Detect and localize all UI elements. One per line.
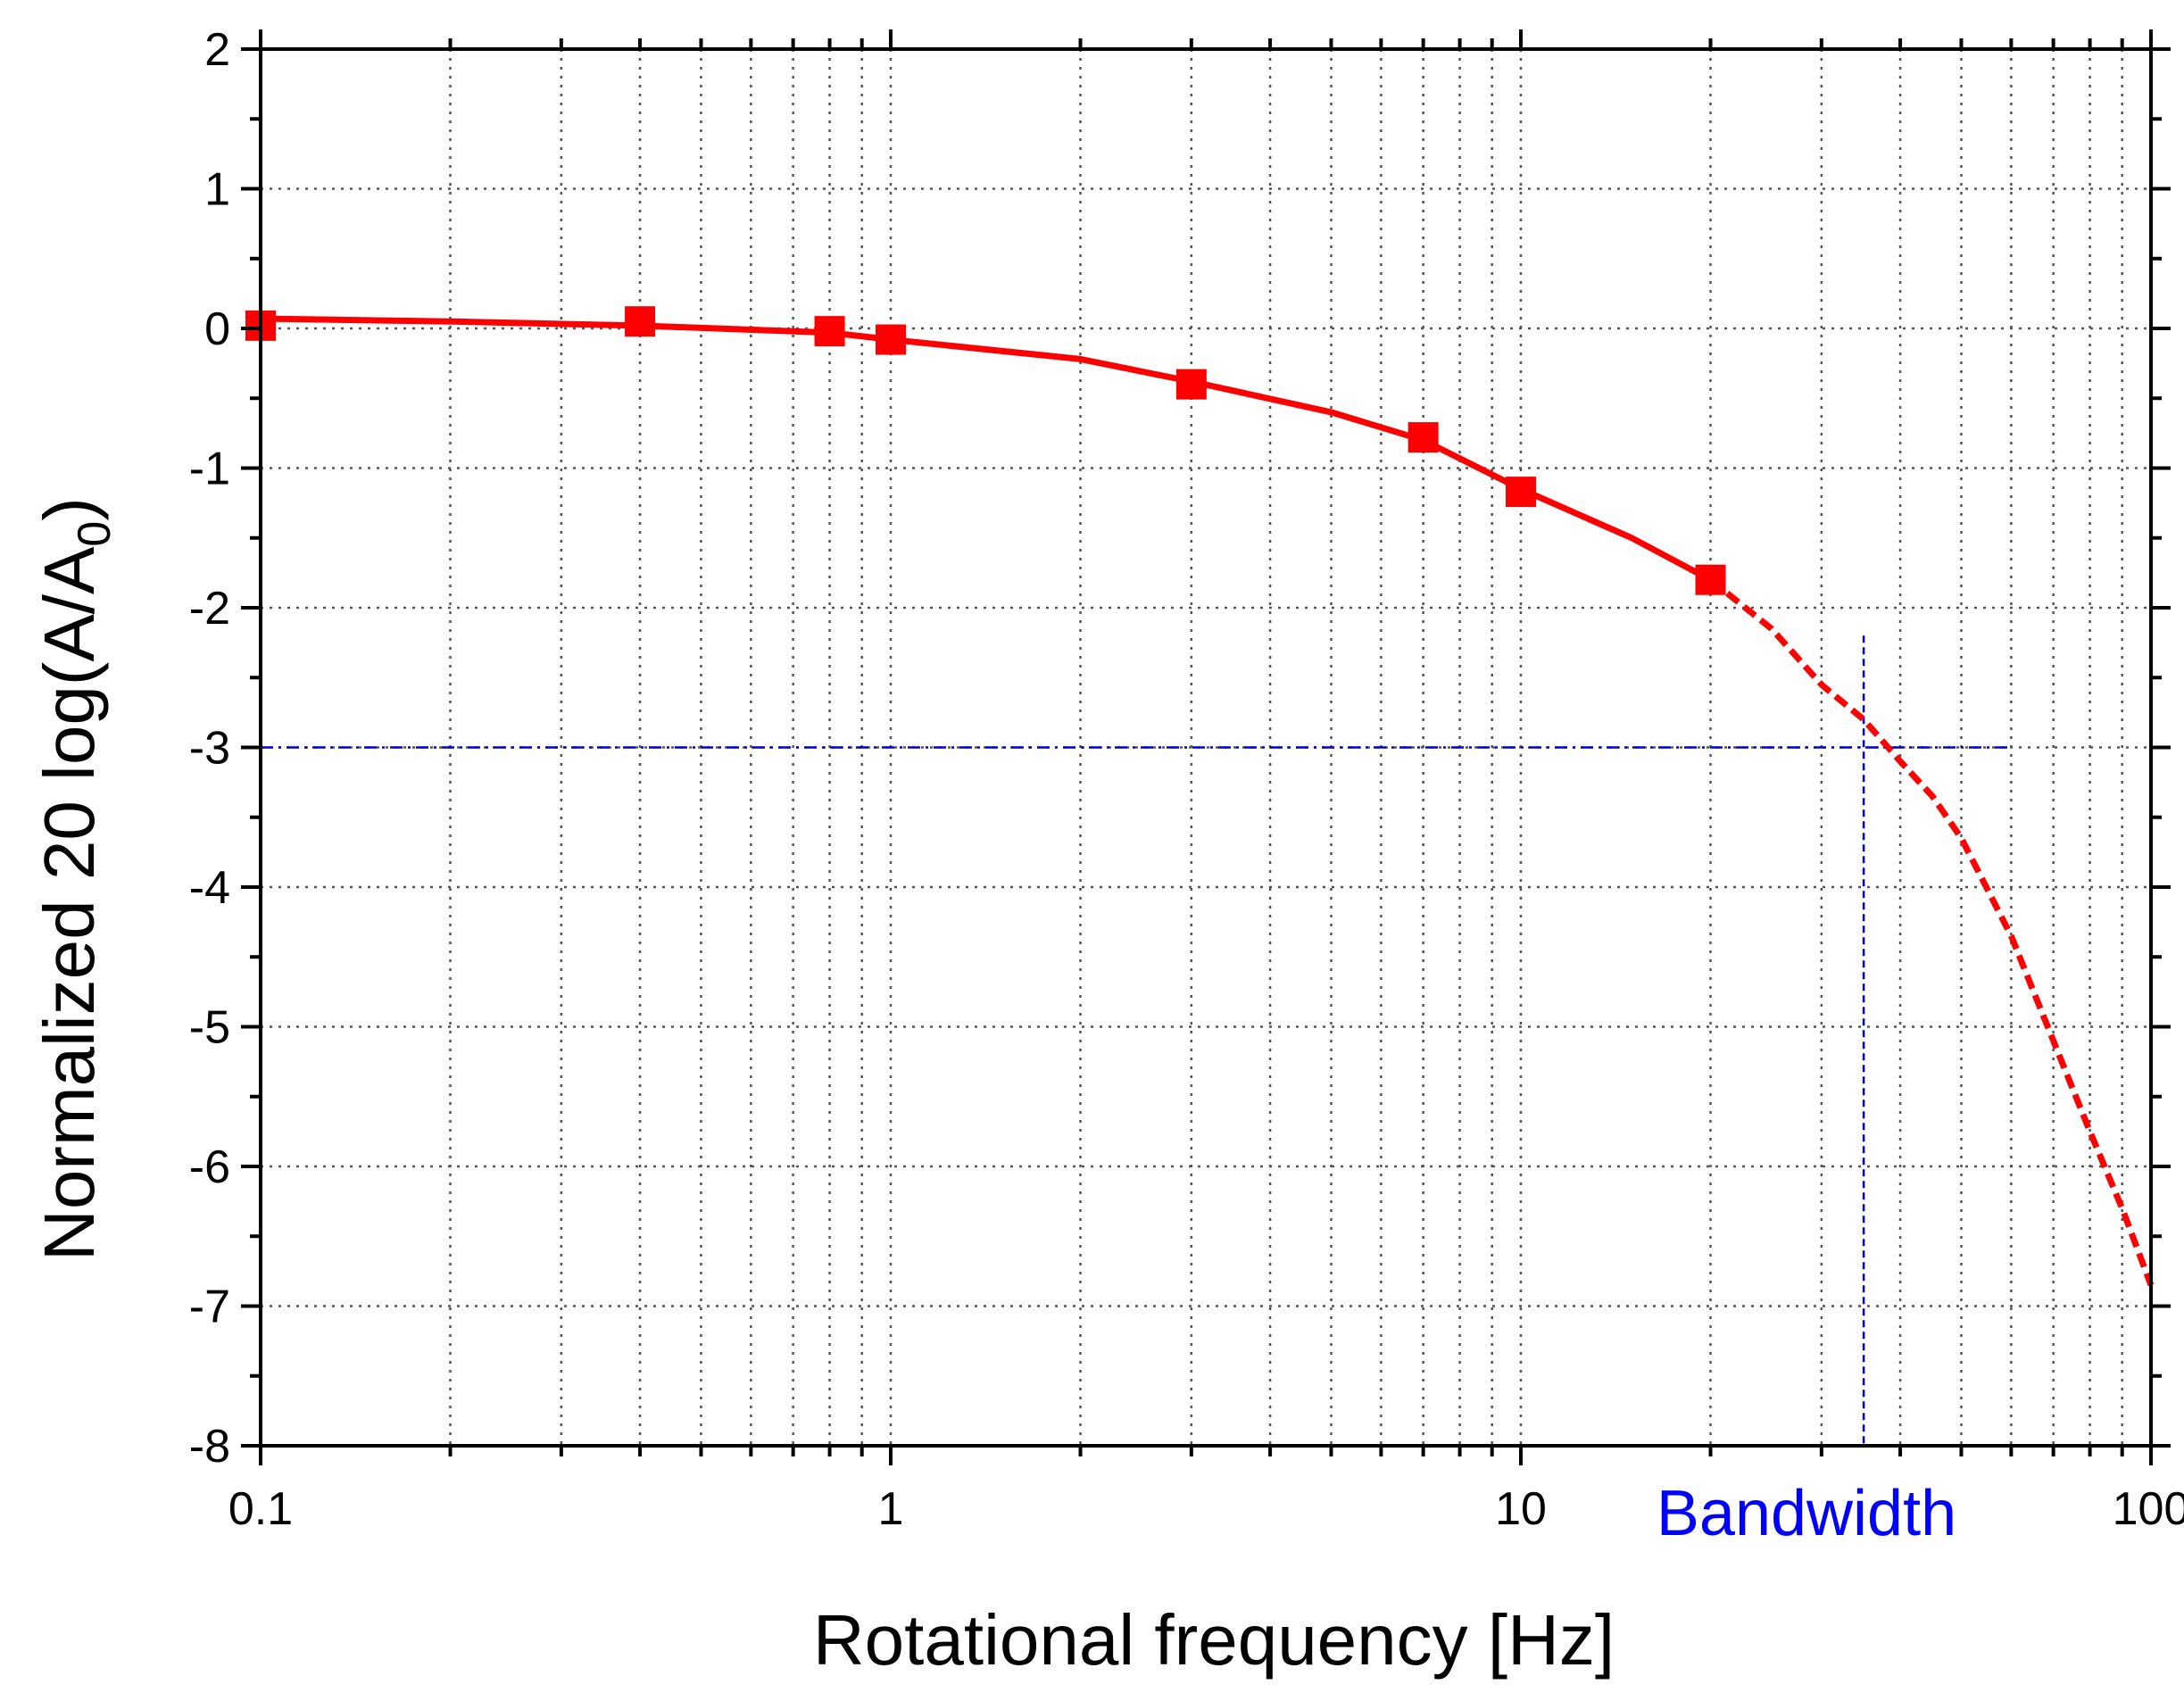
x-tick-label: 1 [878,1483,904,1535]
y-tick-label: -7 [189,1282,230,1333]
data-point-marker [1695,564,1726,595]
y-tick-label: -5 [189,1002,230,1054]
fit-curve [260,315,1713,583]
y-axis-title: Normalized 20 log(A/A0) [29,497,120,1261]
data-point-marker [625,306,656,337]
axis-ticks [241,29,2171,1465]
data-point-marker [1175,369,1207,400]
extrapolated-fit-curve [1708,577,2155,1287]
y-tick-label: 1 [204,164,230,216]
y-tick-label: -6 [189,1141,230,1193]
x-tick-label: 100 [2113,1483,2184,1535]
y-tick-label: -8 [189,1421,230,1473]
y-tick-label: -2 [189,583,230,635]
bandwidth-annotation: Bandwidth [1657,1478,1956,1549]
data-point-marker [876,324,906,355]
data-point-marker [814,316,845,347]
y-tick-label: -1 [189,444,230,495]
y-tick-label: -3 [189,723,230,775]
y-tick-label: 0 [204,303,230,355]
x-axis-title: Rotational frequency [Hz] [813,1600,1615,1680]
y-axis-title-close: ) [29,497,109,521]
x-tick-label: 0.1 [228,1483,293,1535]
data-point-marker [1408,422,1439,453]
y-axis-title-subscript: 0 [69,521,120,547]
y-axis-title-main: Normalized 20 log(A/A [29,546,109,1261]
tick-labels: 210-1-2-3-4-5-6-7-80.1 1 10 100 [189,24,2184,1535]
data-series [245,306,2155,1287]
y-tick-label: 2 [204,24,230,76]
x-tick-label: 10 [1495,1483,1547,1535]
reference-lines [261,635,2012,1446]
y-tick-label: -4 [189,862,230,914]
data-point-marker [1506,477,1536,508]
